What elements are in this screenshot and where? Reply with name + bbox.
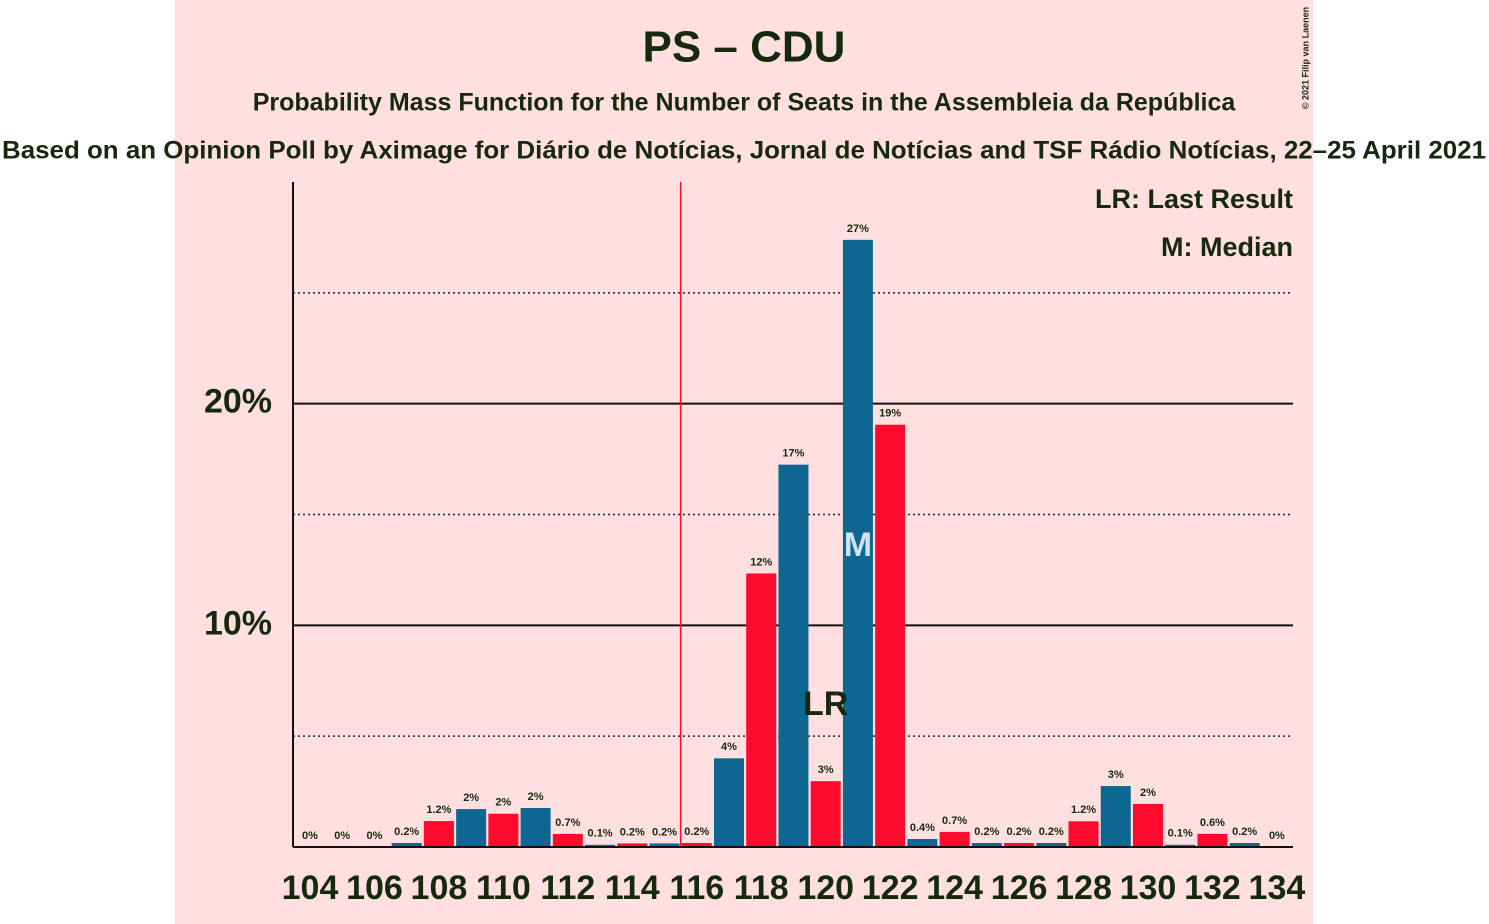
x-tick-label: 120 [797,869,854,907]
chart-source: Based on an Opinion Poll by Aximage for … [2,137,1486,165]
bar [746,573,777,847]
value-label: 17% [782,448,804,460]
value-label: 0.2% [974,826,999,838]
bar [423,821,454,847]
bar [1229,843,1260,847]
bar [842,239,873,848]
bar [907,839,938,847]
bar [649,843,680,847]
value-label: 0.2% [1039,826,1064,838]
value-label: 0.6% [1200,817,1225,829]
background [175,0,1313,924]
bar [456,809,487,847]
x-tick-label: 108 [411,869,468,907]
bar [585,844,616,847]
legend-entry: M: Median [1161,232,1293,262]
x-tick-label: 104 [282,869,339,907]
x-tick-label: 128 [1055,869,1112,907]
x-tick-label: 122 [862,869,919,907]
x-tick-label: 130 [1120,869,1177,907]
bar [552,833,583,847]
value-label: 0.1% [588,828,613,840]
value-label: 27% [847,223,869,235]
bar [778,464,809,847]
value-label: 2% [1140,787,1156,799]
bar [810,781,841,847]
bar [713,758,744,847]
value-label: 3% [1108,769,1124,781]
chart-subtitle: Probability Mass Function for the Number… [253,89,1237,117]
bar [1100,786,1131,847]
last-result-label: LR [803,685,848,723]
value-label: 2% [495,797,511,809]
y-tick-label: 20% [204,383,272,421]
x-tick-label: 132 [1184,869,1241,907]
value-label: 0.2% [394,826,419,838]
value-label: 2% [463,792,479,804]
y-tick-label: 10% [204,604,272,642]
value-label: 0.7% [942,815,967,827]
value-label: 3% [818,764,834,776]
x-tick-label: 110 [476,869,531,907]
x-tick-label: 118 [734,869,789,907]
value-label: 0.7% [555,817,580,829]
bar [1036,843,1067,847]
bar [971,843,1002,847]
x-tick-label: 112 [540,869,595,907]
bar [939,831,970,847]
x-tick-label: 126 [991,869,1048,907]
bar [1068,821,1099,847]
x-tick-label: 106 [346,869,403,907]
value-label: 4% [721,741,737,753]
value-label: 2% [528,791,544,803]
legend-entry: LR: Last Result [1095,184,1293,214]
bar [488,813,519,847]
bar [1004,843,1035,847]
chart-title: PS – CDU [643,23,846,72]
bar [1165,844,1196,847]
value-label: 0.4% [910,822,935,834]
bar [391,843,422,847]
x-tick-label: 124 [926,869,983,907]
value-label: 0.2% [1232,826,1257,838]
value-label: 0% [367,830,383,842]
value-label: 0.2% [684,826,709,838]
value-label: 0.2% [620,826,645,838]
x-tick-label: 134 [1249,869,1306,907]
value-label: 0.2% [652,826,677,838]
value-label: 12% [750,556,772,568]
bar [520,807,551,847]
bar [681,843,712,847]
median-label: M [844,526,872,564]
value-label: 19% [879,408,901,420]
bar [1197,833,1228,847]
value-label: 0% [302,830,318,842]
value-label: 0% [1269,830,1285,842]
x-tick-label: 116 [669,869,724,907]
value-label: 0% [334,830,350,842]
copyright: © 2021 Filip van Laenen [1300,7,1310,109]
value-label: 1.2% [426,804,451,816]
value-label: 1.2% [1071,804,1096,816]
bar [617,843,648,847]
bar [1132,803,1163,847]
value-label: 0.2% [1007,826,1032,838]
x-tick-label: 114 [605,869,660,907]
value-label: 0.1% [1168,828,1193,840]
bar [875,424,906,847]
